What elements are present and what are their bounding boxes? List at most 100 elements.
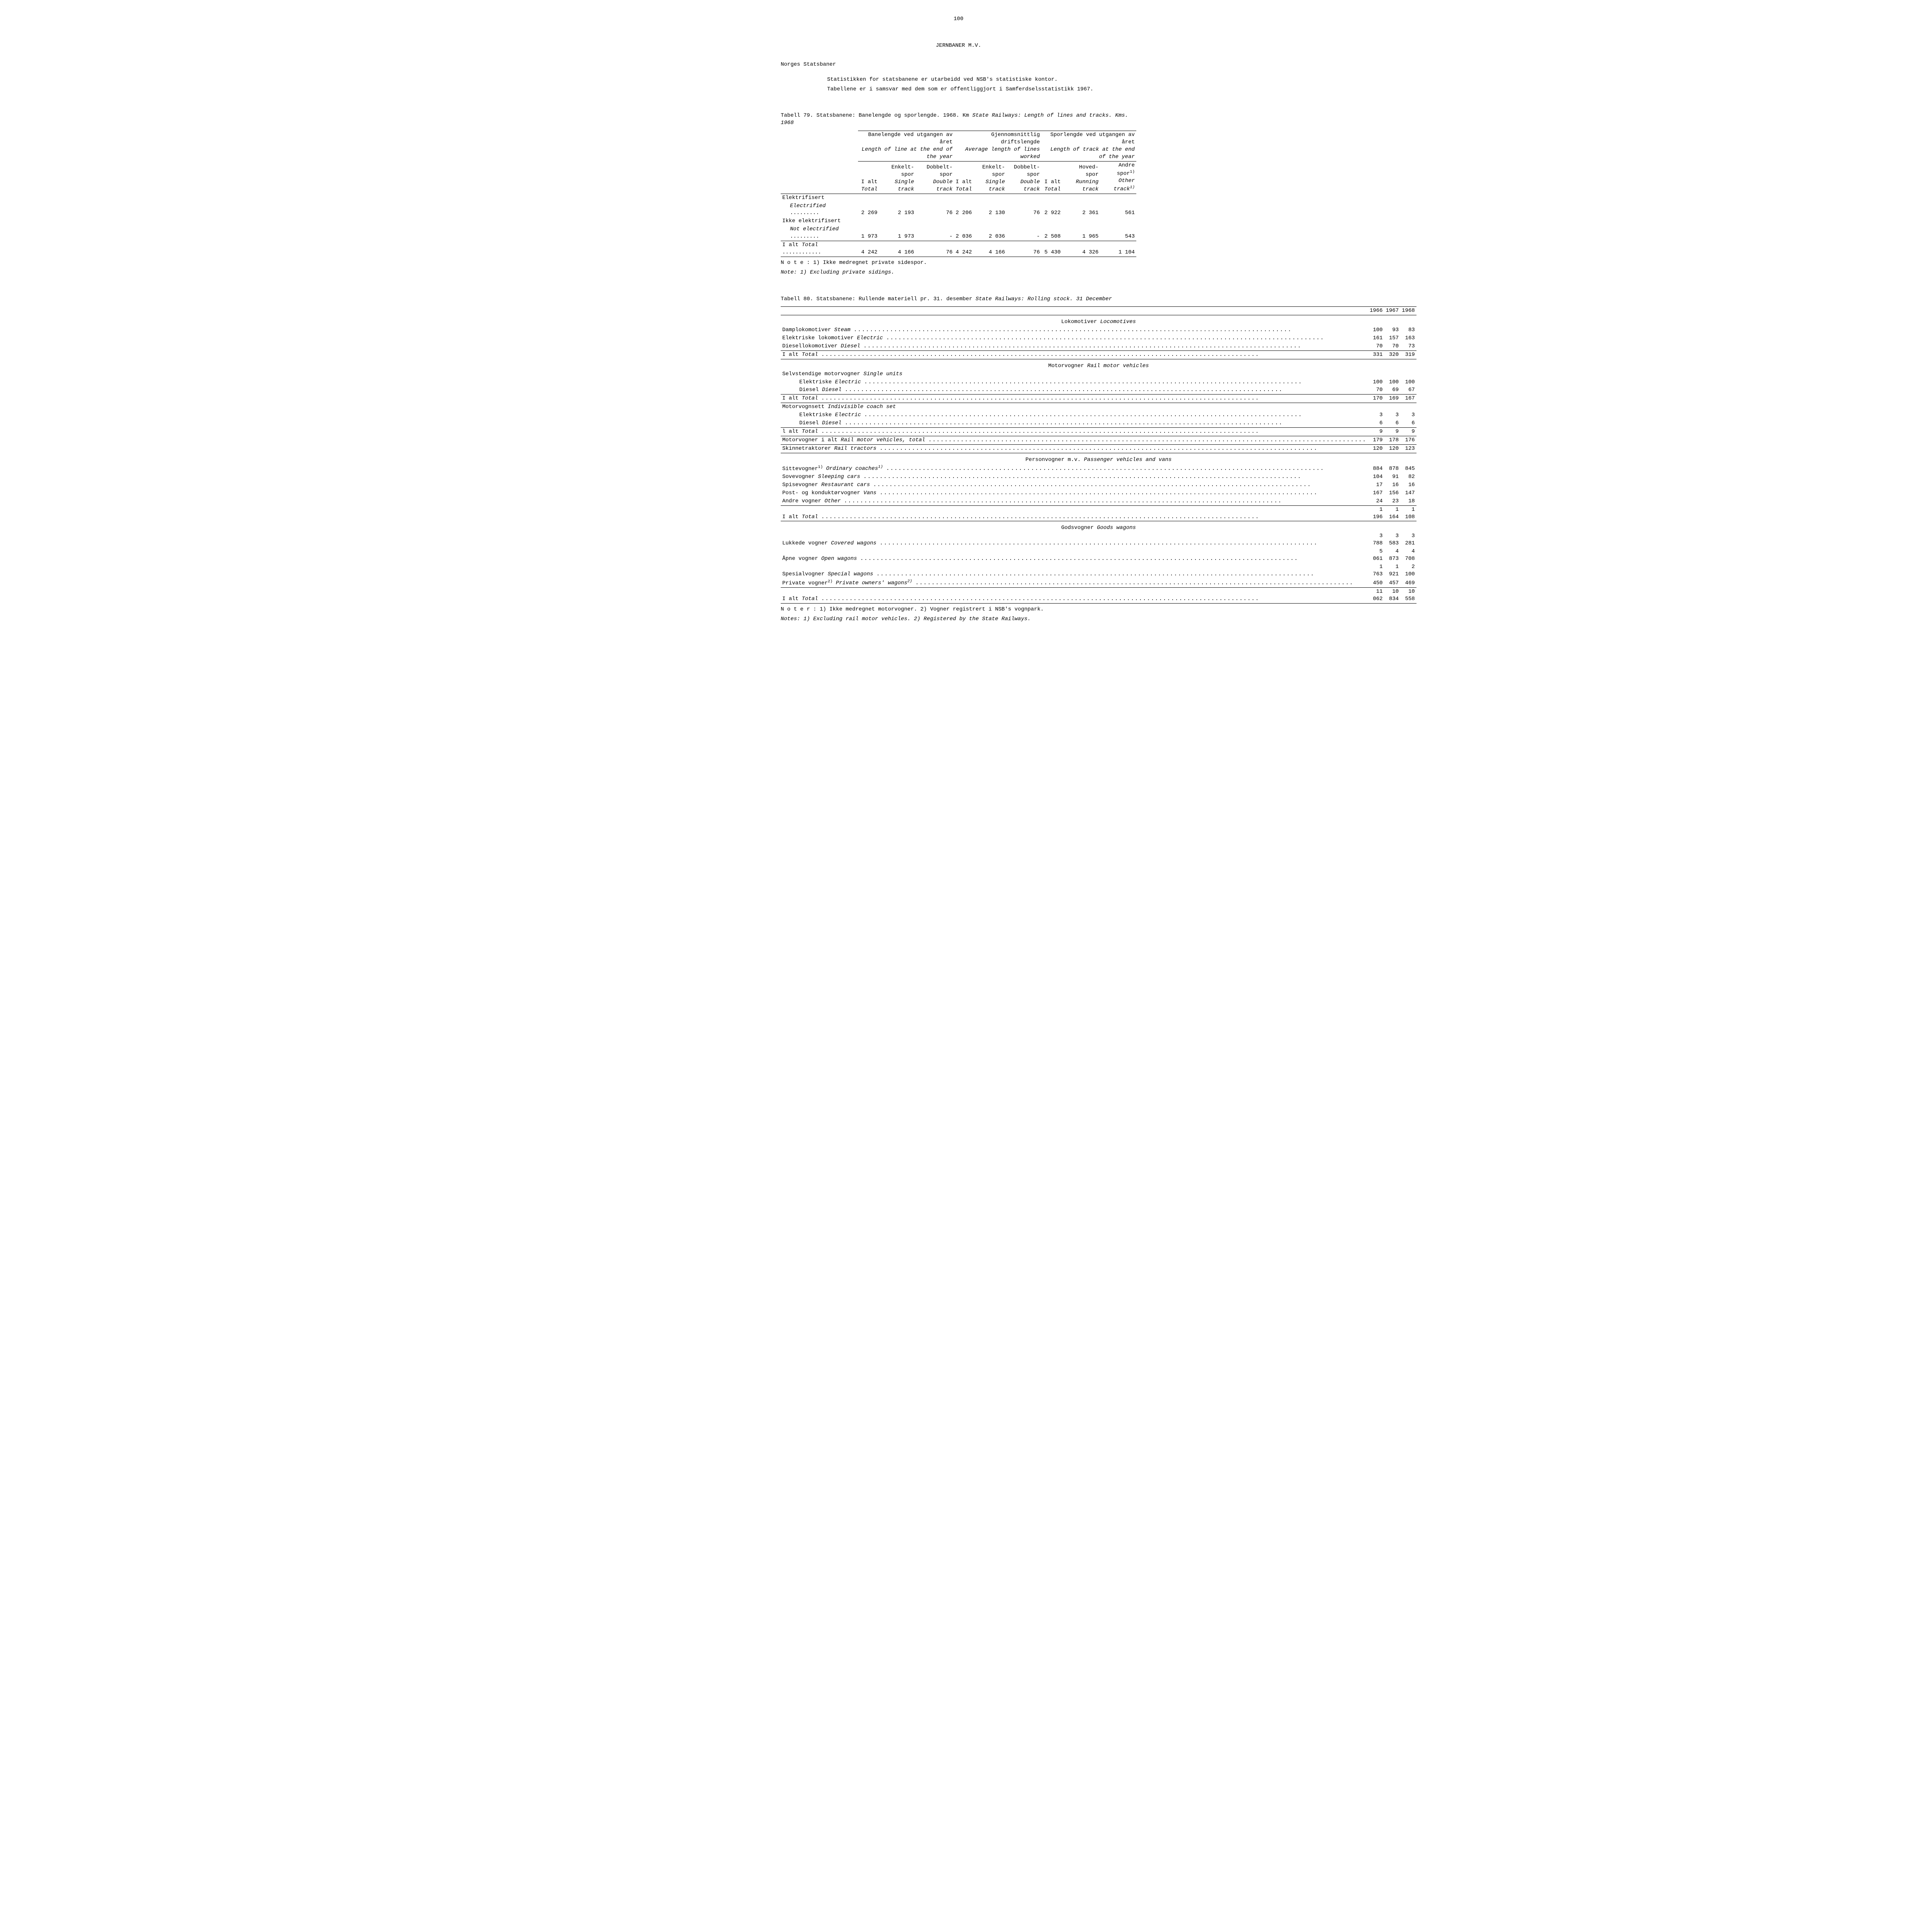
t80-year-1: 1967: [1384, 307, 1400, 315]
intro-line-1: Statistikken for statsbanene er utarbeid…: [827, 76, 1136, 83]
table-cell: 331: [1368, 350, 1384, 359]
table-cell: 82: [1400, 473, 1416, 481]
table-cell: 4 708: [1400, 548, 1416, 563]
table-cell: 2 269: [858, 202, 879, 218]
table-cell: 161: [1368, 334, 1384, 342]
table-row: I alt Total: [781, 395, 1368, 403]
table-cell: 6: [1384, 419, 1400, 427]
t79-s2c2: Enkelt-sporSingle track: [974, 161, 1007, 194]
t79-group3: Sporlengde ved utgangen av året Length o…: [1041, 131, 1136, 162]
table-cell: 156: [1384, 489, 1400, 497]
table79: Banelengde ved utgangen av året Length o…: [781, 131, 1136, 257]
table-cell: 457: [1384, 578, 1400, 588]
table-cell: 70: [1384, 342, 1400, 350]
table-row-label: Elektrifisert: [781, 194, 858, 202]
table-cell: 170: [1368, 395, 1384, 403]
table-cell: 319: [1400, 350, 1416, 359]
table-cell: 100: [1368, 378, 1384, 386]
t79-g3-en: Length of track at the end of the year: [1050, 146, 1135, 160]
table-cell: 70: [1368, 342, 1384, 350]
table-row: Spisevogner Restaurant cars: [781, 481, 1368, 489]
t79-s2c1: I altTotal: [954, 161, 974, 194]
table-cell: 1 973: [858, 225, 879, 241]
table-row: Diesellokomotiver Diesel: [781, 342, 1368, 350]
t79-spacer: [781, 131, 858, 162]
table-cell: 9: [1400, 427, 1416, 436]
table-cell: 5 061: [1368, 548, 1384, 563]
table-row: Andre vogner Other: [781, 497, 1368, 505]
subtitle: Norges Statsbaner: [781, 61, 1136, 68]
intro-line-2: Tabellene er i samsvar med dem som er of…: [827, 86, 1136, 93]
table-cell: 16: [1384, 481, 1400, 489]
table-row: Diesel Diesel: [781, 419, 1368, 427]
table-row-label: Ikke elektrifisert: [781, 217, 858, 225]
t79-g1-no: Banelengde ved utgangen av året: [868, 132, 952, 145]
table-cell: 1 164: [1384, 505, 1400, 521]
table-row: Electrified .........: [781, 202, 858, 218]
section-heading: Lokomotiver Locomotives: [781, 315, 1416, 326]
t79-s3c3: Andrespor1)Other track1): [1100, 161, 1136, 194]
table-cell: 1 921: [1384, 563, 1400, 578]
section-heading: Motorvogner Rail motor vehicles: [781, 359, 1416, 370]
table80-note-no: N o t e r : 1) Ikke medregnet motorvogne…: [781, 606, 1136, 613]
table79-note-no: N o t e : 1) Ikke medregnet private side…: [781, 259, 1136, 267]
table-cell: 1 965: [1062, 225, 1100, 241]
t79-s1c1: I altTotal: [858, 161, 879, 194]
table-cell: 73: [1400, 342, 1416, 350]
table-cell: 2 100: [1400, 563, 1416, 578]
table-row: I alt Total ............: [781, 241, 858, 257]
table-row: Not electrified .........: [781, 225, 858, 241]
table-cell: 1 196: [1368, 505, 1384, 521]
table-row: Private vogner2) Private owners' wagons2…: [781, 578, 1368, 588]
table-cell: 18: [1400, 497, 1416, 505]
table-cell: 123: [1400, 444, 1416, 453]
table-row: Skinnetraktorer Rail tractors: [781, 444, 1368, 453]
t79-s1c3: Dobbelt-sporDouble track: [916, 161, 954, 194]
table80-title: Tabell 80. Statsbanene: Rullende materie…: [781, 296, 1136, 303]
table-cell: 70: [1368, 386, 1384, 394]
table-cell: 1 763: [1368, 563, 1384, 578]
table-cell: 6: [1400, 419, 1416, 427]
table-row: l alt Total: [781, 427, 1368, 436]
table79-title: Tabell 79. Statsbanene: Banelengde og sp…: [781, 112, 1136, 127]
table-cell: 167: [1400, 395, 1416, 403]
table-row: Motorvogner i alt Rail motor vehicles, t…: [781, 436, 1368, 444]
table-cell: 10 834: [1384, 588, 1400, 604]
table-cell: 2 922: [1041, 202, 1062, 218]
table-cell: 3 788: [1368, 532, 1384, 548]
t79-s1c2: Enkelt-sporSingle track: [879, 161, 916, 194]
table-cell: 67: [1400, 386, 1416, 394]
table-cell: 3 583: [1384, 532, 1400, 548]
table-cell: 157: [1384, 334, 1400, 342]
table-cell: 76: [916, 241, 954, 257]
t79-g2-no: Gjennomsnittlig driftslengde: [991, 132, 1040, 145]
table-cell: 3 281: [1400, 532, 1416, 548]
table-cell: 100: [1384, 378, 1400, 386]
table-cell: 4 242: [954, 241, 974, 257]
table-cell: 24: [1368, 497, 1384, 505]
table-cell: 845: [1400, 464, 1416, 473]
table-cell: 23: [1384, 497, 1400, 505]
table-cell: -: [1006, 225, 1041, 241]
table-cell: 167: [1368, 489, 1384, 497]
table-cell: 4 242: [858, 241, 879, 257]
table-row: Post- og konduktørvogner Vans: [781, 489, 1368, 497]
table-cell: 4 326: [1062, 241, 1100, 257]
table-cell: 5 430: [1041, 241, 1062, 257]
section-subheading: Selvstendige motorvogner Single units: [781, 370, 1368, 378]
table-row: I alt Total: [781, 505, 1368, 521]
table-cell: 9: [1384, 427, 1400, 436]
table-row: Elektriske Electric: [781, 378, 1368, 386]
table-cell: 147: [1400, 489, 1416, 497]
table-cell: 104: [1368, 473, 1384, 481]
table-row: Spesialvogner Special wagons: [781, 563, 1368, 578]
t79-s3c2: Hoved-sporRunning track: [1062, 161, 1100, 194]
section-subheading: Motorvognsett Indivisible coach set: [781, 403, 1368, 411]
table-cell: 178: [1384, 436, 1400, 444]
table-cell: 2 036: [954, 225, 974, 241]
table-cell: 169: [1384, 395, 1400, 403]
table-row: I alt Total: [781, 588, 1368, 604]
table-cell: 1 973: [879, 225, 916, 241]
table-cell: 3: [1384, 411, 1400, 419]
section-heading: Personvogner m.v. Passenger vehicles and…: [781, 453, 1416, 464]
